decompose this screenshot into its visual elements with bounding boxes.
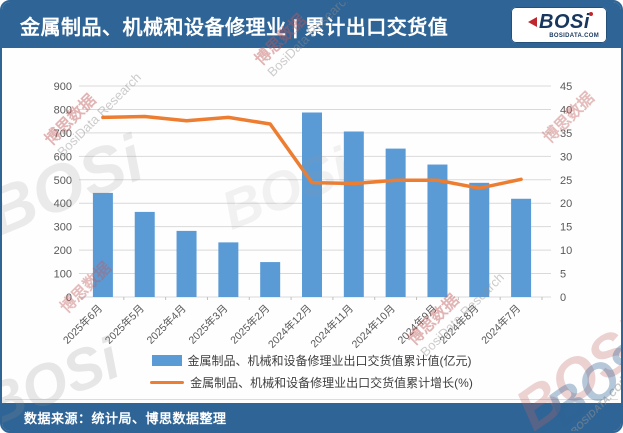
- right-axis-tick: 15: [560, 222, 572, 234]
- x-axis-label: 2025年4月: [144, 302, 189, 347]
- bar-2024年11月: [343, 131, 364, 297]
- growth-line: [101, 114, 523, 190]
- right-axis-tick: 35: [560, 128, 572, 140]
- left-axis-tick: 600: [54, 151, 72, 163]
- combo-chart: 0 100 200 300 400 500 600 700 800 900 0 5 10 15 20 25 30…: [54, 81, 573, 351]
- left-axis-tick: 100: [54, 269, 72, 281]
- header: 金属制品、机械和设备修理业 | 累计出口交货值 BOSi BOSIDATA.CO…: [2, 2, 621, 48]
- left-axis-tick: 700: [54, 128, 72, 140]
- bosi-logo: BOSi BOSIDATA.COM: [511, 7, 607, 43]
- legend-bar-label: 金属制品、机械和设备修理业出口交货值累计值(亿元): [187, 354, 472, 368]
- x-axis-label: 2024年12月: [265, 302, 314, 351]
- left-axis-tick: 500: [54, 175, 72, 187]
- x-axis-label: 2024年11月: [308, 302, 356, 350]
- x-axis-label: 2025年5月: [102, 302, 147, 347]
- bar-2025年3月: [218, 242, 239, 297]
- logo-dot-icon: [589, 12, 593, 16]
- legend-item-bar: 金属制品、机械和设备修理业出口交货值累计值(亿元): [151, 352, 472, 369]
- right-axis-tick: 25: [560, 175, 572, 187]
- x-axis-label: 2024年10月: [349, 302, 398, 351]
- x-axis-label: 2025年3月: [186, 302, 231, 347]
- bar-2024年10月: [385, 148, 406, 297]
- chart-area: 0 100 200 300 400 500 600 700 800 900 0 5 10 15 20 25 30…: [2, 48, 621, 404]
- right-axis-tick: 20: [560, 198, 572, 210]
- legend-line-label: 金属制品、机械和设备修理业出口交货值累计增长(%): [190, 376, 473, 390]
- bar-2025年6月: [92, 192, 113, 297]
- logo-triangle-icon: [528, 16, 538, 27]
- right-axis-tick: 10: [560, 245, 572, 257]
- legend-bar-swatch: [151, 355, 182, 366]
- bar-2025年5月: [134, 211, 155, 297]
- right-axis-tick: 5: [560, 269, 566, 281]
- bar-2024年8月: [469, 182, 490, 297]
- right-axis-tick: 30: [560, 151, 572, 163]
- legend: 金属制品、机械和设备修理业出口交货值累计值(亿元) 金属制品、机械和设备修理业出…: [2, 352, 621, 391]
- left-axis-tick: 200: [54, 245, 72, 257]
- right-axis-tick: 45: [560, 81, 572, 93]
- x-axis-label: 2024年8月: [437, 302, 482, 347]
- left-axis-tick: 0: [66, 292, 72, 304]
- left-axis-tick: 800: [54, 104, 72, 116]
- bar-2025年4月: [176, 230, 197, 297]
- bar-2024年12月: [302, 112, 322, 297]
- left-axis-tick: 300: [54, 222, 72, 234]
- x-axis-label: 2024年7月: [479, 302, 524, 347]
- x-axis-label: 2024年9月: [395, 302, 440, 347]
- logo-domain: BOSIDATA.COM: [549, 32, 599, 39]
- bar-2025年2月: [260, 262, 281, 297]
- footer: 数据来源：统计局、博思数据整理: [2, 403, 621, 431]
- right-axis-tick: 40: [560, 104, 572, 116]
- data-source: 数据来源：统计局、博思数据整理: [24, 410, 227, 426]
- x-axis-label: 2025年6月: [60, 302, 105, 347]
- page-title: 金属制品、机械和设备修理业 | 累计出口交货值: [20, 16, 449, 39]
- left-axis-tick: 400: [54, 198, 72, 210]
- footer-divider: [5, 399, 618, 400]
- x-axis-label: 2025年2月: [228, 302, 273, 347]
- left-axis-tick: 900: [54, 81, 72, 93]
- bar-2024年7月: [511, 198, 532, 297]
- legend-item-line: 金属制品、机械和设备修理业出口交货值累计增长(%): [150, 374, 473, 391]
- logo-text: BOSi: [539, 10, 590, 33]
- legend-line-swatch: [150, 381, 185, 384]
- bar-2024年9月: [427, 164, 448, 297]
- right-axis-tick: 0: [560, 292, 566, 304]
